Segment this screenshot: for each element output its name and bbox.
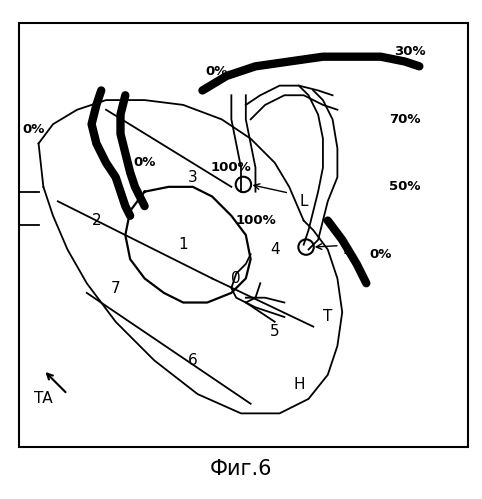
Text: L: L: [343, 242, 351, 257]
Text: 50%: 50%: [389, 180, 421, 193]
Text: 100%: 100%: [235, 214, 276, 227]
Text: H: H: [293, 377, 305, 392]
Text: 6: 6: [188, 353, 198, 368]
Text: 30%: 30%: [394, 45, 426, 58]
Text: 0: 0: [231, 271, 241, 286]
Text: 0%: 0%: [23, 122, 45, 136]
Text: 70%: 70%: [389, 113, 421, 126]
Text: T: T: [323, 309, 333, 324]
Text: 1: 1: [178, 237, 188, 252]
Text: TA: TA: [34, 391, 53, 406]
Text: Фиг.6: Фиг.6: [210, 459, 272, 479]
Text: 0%: 0%: [134, 156, 156, 169]
Text: 0%: 0%: [370, 248, 392, 261]
Text: 5: 5: [270, 324, 280, 339]
Text: 4: 4: [270, 242, 280, 257]
Text: 3: 3: [188, 170, 198, 185]
Text: 100%: 100%: [211, 161, 252, 174]
Bar: [19, 23, 468, 447]
Text: 2: 2: [92, 213, 101, 228]
Text: L: L: [299, 194, 308, 209]
Text: 7: 7: [111, 280, 120, 295]
Text: 0%: 0%: [206, 65, 228, 78]
